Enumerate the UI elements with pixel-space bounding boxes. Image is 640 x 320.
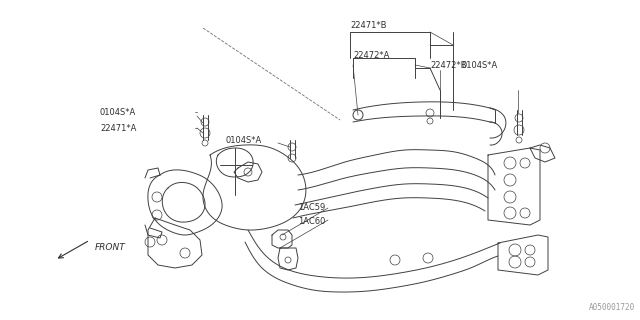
Text: 22472*B: 22472*B: [430, 60, 467, 69]
Text: 22471*A: 22471*A: [100, 124, 136, 132]
Text: A050001720: A050001720: [589, 303, 635, 312]
Text: 0104S*A: 0104S*A: [100, 108, 136, 116]
Text: 0104S*A: 0104S*A: [462, 60, 499, 69]
Text: 1AC60: 1AC60: [298, 218, 325, 227]
Text: 22472*A: 22472*A: [353, 51, 389, 60]
Text: 0104S*A: 0104S*A: [225, 135, 261, 145]
Text: 1AC59: 1AC59: [298, 203, 325, 212]
Text: FRONT: FRONT: [95, 244, 125, 252]
Text: 22471*B: 22471*B: [350, 20, 387, 29]
